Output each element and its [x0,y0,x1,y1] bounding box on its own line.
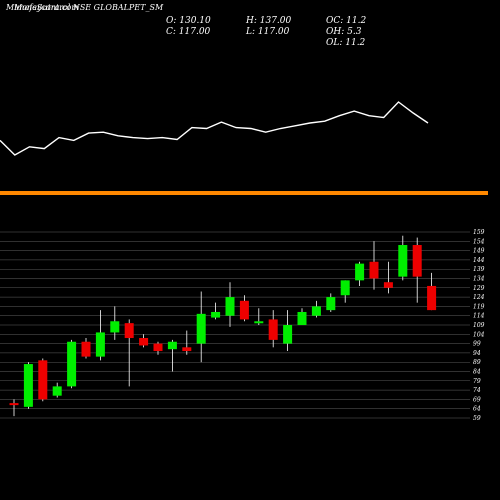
candle-body [95,332,105,357]
y-tick-label: 124 [473,294,485,301]
y-tick-label: 79 [473,378,481,385]
candle-body [383,282,393,288]
candle-body [268,319,278,340]
candle-body [167,341,177,350]
candle-body [196,313,206,344]
y-tick-label: 119 [473,303,485,310]
low-value: L: 117.00 [246,27,290,37]
candle-body [52,386,62,396]
candle-body [427,285,437,311]
candle-body [23,364,33,407]
price-axis: 59 64 69 74 79 84 89 94 99 104 109 114 119 124 129 134 1… [473,229,485,422]
y-tick-label: 69 [473,396,481,403]
y-tick-label: 134 [473,276,485,283]
y-tick-label: 114 [473,313,485,320]
candle-body [153,343,163,352]
y-tick-label: 159 [473,229,485,236]
candle-body [398,245,408,277]
high-value: H: 137.00 [246,16,292,26]
line-panel [0,101,429,156]
oh-value: OH: 5.3 [326,27,362,37]
oc-value: OC: 11.2 [326,16,367,26]
candle-body [38,360,48,400]
y-tick-label: 59 [473,415,481,422]
y-tick-label: 139 [473,266,485,273]
candle-body [412,245,422,277]
candle-body [311,306,321,316]
y-tick-label: 109 [473,322,485,329]
panel-separator [0,191,488,195]
candle-body [211,311,221,318]
candle-body [124,323,134,339]
chart-subtitle: Moneycontrol NSE GLOBALPET_SM [14,3,164,12]
candle-body [340,280,350,296]
ol-value: OL: 11.2 [326,38,366,48]
candle-body [355,263,365,281]
candle-body [239,300,249,320]
candle-body [254,321,264,324]
candles [9,235,437,417]
candle-body [67,341,77,387]
price-grid [0,231,470,419]
y-tick-label: 89 [473,359,481,366]
y-tick-label: 84 [473,369,481,376]
y-tick-label: 129 [473,285,485,292]
candle-body [225,297,235,316]
y-tick-label: 154 [473,238,485,245]
series-line [0,101,429,156]
close-value: C: 117.00 [166,27,211,37]
candle-body [369,261,379,279]
candle-body [297,311,307,325]
y-tick-label: 94 [473,350,481,357]
y-tick-label: 104 [473,331,485,338]
candle-body [110,321,120,333]
y-tick-label: 64 [473,406,481,413]
y-tick-label: 149 [473,248,485,255]
candle-body [81,341,91,357]
y-tick-label: 74 [473,387,481,394]
y-tick-label: 99 [473,341,481,348]
candle-body [9,403,19,406]
candle-body [283,325,293,344]
candle-body [139,338,149,346]
open-value: O: 130.10 [166,16,211,26]
site-source: MunafaSutra.com [6,3,79,12]
candle-body [182,347,192,352]
candle-body [326,297,336,311]
y-tick-label: 144 [473,257,485,264]
